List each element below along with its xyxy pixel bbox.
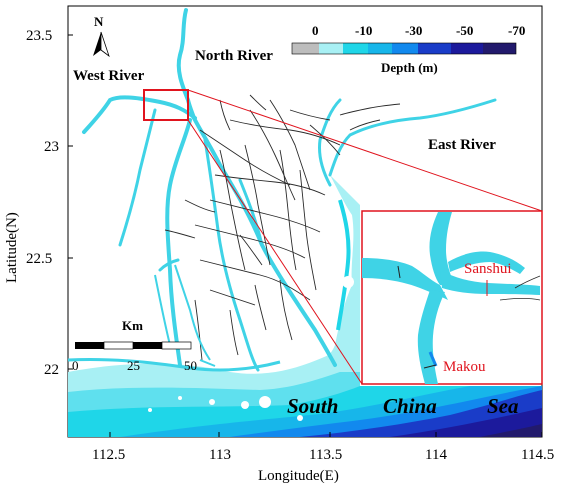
zoom-line-bottom [187, 119, 363, 385]
y-tick-23: 23 [44, 139, 59, 155]
legend-tick-70: -70 [508, 23, 525, 38]
legend-tick-30: -30 [405, 23, 422, 38]
label-sea-sea: Sea [487, 394, 519, 418]
zoom-line-top [187, 89, 543, 212]
label-east-river: East River [428, 137, 496, 153]
x-axis-title: Longitude(E) [258, 468, 339, 484]
delta-network [164, 94, 401, 361]
depth-legend: 0 -10 -30 -50 -70 Depth (m) [291, 23, 525, 75]
x-tick-113-5: 113.5 [309, 447, 342, 463]
inset-label-makou: Makou [443, 359, 486, 375]
inset-map [361, 210, 543, 385]
north-arrow-label: N [94, 14, 104, 29]
legend-title: Depth (m) [381, 60, 438, 75]
north-arrow-icon: N [93, 14, 110, 58]
legend-tick-0: 0 [312, 23, 319, 38]
lingding-bay [305, 175, 360, 372]
y-tick-22-5: 22.5 [26, 251, 52, 267]
y-tick-23-5: 23.5 [26, 28, 52, 44]
legend-tick-50: -50 [456, 23, 473, 38]
scale-bar: Km 0 25 50 [72, 318, 197, 373]
x-axis-ticks [109, 432, 543, 437]
y-axis-ticks [68, 34, 73, 370]
scalebar-tick-25: 25 [127, 358, 140, 373]
scalebar-title: Km [122, 318, 143, 333]
sea-depth-bands [68, 340, 542, 437]
x-tick-112-5: 112.5 [92, 447, 125, 463]
label-west-river: West River [73, 68, 145, 84]
y-axis-title: Latitude(N) [4, 212, 20, 283]
scalebar-tick-50: 50 [184, 358, 197, 373]
label-sea-china: China [383, 394, 437, 418]
zoom-source-box [143, 89, 189, 121]
x-tick-114-5: 114.5 [521, 447, 554, 463]
delta-coast [67, 357, 281, 372]
label-sea-south: South [287, 394, 338, 418]
bay-channel [336, 199, 351, 331]
y-tick-22: 22 [44, 362, 59, 378]
west-channels [154, 264, 216, 367]
scalebar-tick-0: 0 [72, 358, 79, 373]
x-tick-113: 113 [209, 447, 231, 463]
legend-tick-10: -10 [355, 23, 372, 38]
x-tick-114: 114 [425, 447, 447, 463]
islands [148, 276, 354, 421]
inset-label-sanshui: Sanshui [464, 261, 512, 277]
label-north-river: North River [195, 48, 273, 64]
